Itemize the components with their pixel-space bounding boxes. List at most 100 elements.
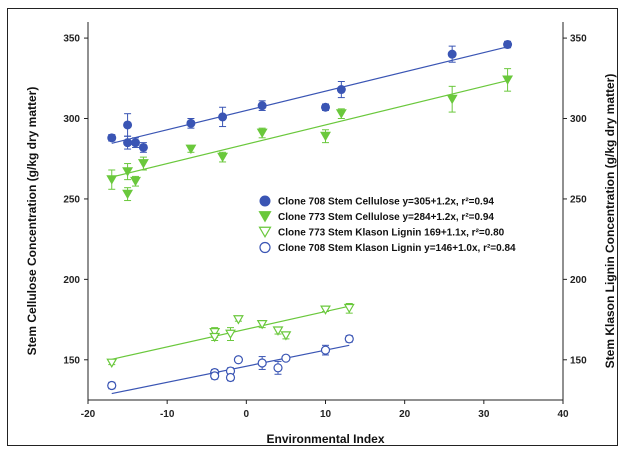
data-point [217, 151, 229, 163]
x-tick-label: 40 [557, 409, 569, 420]
marker-circle-filled [186, 118, 196, 128]
data-point [272, 326, 284, 336]
y-tick-label-left: 350 [63, 34, 80, 45]
data-point [225, 372, 236, 383]
data-point [123, 135, 133, 150]
regression-line [111, 79, 508, 178]
data-point [107, 133, 117, 143]
marker-circle-filled [131, 138, 140, 148]
marker-triangle-filled [217, 152, 229, 163]
x-tick-label: -20 [81, 409, 96, 420]
y-tick-label-right: 150 [570, 355, 587, 366]
data-point [225, 327, 236, 341]
marker-triangle-filled [335, 109, 347, 119]
marker-triangle-open [225, 329, 236, 340]
x-tick-label: -10 [160, 409, 175, 420]
marker-triangle-open [272, 326, 284, 336]
y-tick-label-right: 200 [570, 275, 587, 286]
marker-triangle-open [280, 331, 292, 341]
y-axis-label-right: Stem Klason Lignin Concentration (g/kg d… [603, 74, 617, 369]
data-point [122, 163, 134, 181]
data-point [138, 142, 148, 153]
data-point [281, 353, 291, 363]
data-point [106, 358, 118, 369]
y-tick-label-left: 200 [63, 275, 80, 286]
data-point [123, 113, 133, 137]
marker-triangle-filled [446, 94, 458, 105]
marker-triangle-filled [137, 159, 149, 169]
marker-triangle-filled [502, 75, 514, 85]
data-point [344, 334, 354, 344]
marker-circle-filled [123, 138, 133, 148]
data-point [335, 108, 347, 120]
marker-triangle-open [320, 305, 331, 315]
data-point [503, 40, 513, 50]
marker-circle-filled [138, 142, 148, 152]
data-point [106, 169, 118, 190]
data-point [210, 371, 220, 381]
y-tick-label-left: 250 [63, 194, 80, 205]
data-point [446, 85, 458, 113]
marker-circle-filled [218, 112, 228, 122]
data-point [218, 106, 228, 128]
data-point [343, 302, 355, 314]
marker-circle-filled [123, 120, 133, 130]
marker-circle-filled [336, 85, 346, 95]
data-point [257, 356, 267, 370]
legend-entry-label: Clone 708 Stem Cellulose y=305+1.2x, r²=… [278, 197, 494, 208]
data-point [130, 175, 141, 187]
marker-triangle-open [106, 358, 118, 369]
marker-triangle-filled [130, 176, 141, 187]
marker-circle-filled [503, 40, 513, 50]
y-axis-label-left: Stem Cellulose Concentration (g/kg dry m… [25, 87, 39, 356]
marker-triangle-filled [106, 175, 118, 185]
marker-triangle-filled [320, 131, 331, 142]
marker-circle-filled [107, 133, 117, 143]
marker-circle-filled [447, 49, 457, 59]
x-tick-label: 0 [244, 409, 250, 420]
data-point [320, 305, 331, 315]
marker-triangle-open [258, 226, 272, 238]
marker-circle-open [259, 241, 271, 254]
marker-triangle-open [232, 315, 244, 325]
y-tick-label-right: 350 [570, 34, 587, 45]
regression-line [111, 46, 508, 144]
data-point [447, 45, 457, 63]
data-point [137, 156, 149, 171]
marker-circle-filled [257, 101, 267, 111]
data-point [320, 344, 331, 356]
data-points [106, 40, 514, 391]
data-point [320, 129, 331, 144]
data-point [336, 81, 346, 99]
data-point [256, 127, 268, 139]
legend-entry-label: Clone 708 Stem Klason Lignin y=146+1.0x,… [278, 243, 516, 254]
data-point [257, 100, 267, 111]
data-point [321, 102, 330, 112]
data-point [131, 137, 140, 148]
marker-circle-open [344, 334, 354, 344]
marker-circle-open [225, 372, 236, 383]
marker-circle-filled [259, 195, 271, 207]
y-tick-label-left: 150 [63, 355, 80, 366]
x-tick-label: 10 [320, 409, 332, 420]
data-point [107, 380, 117, 391]
marker-circle-open [107, 380, 117, 391]
data-point [273, 360, 283, 375]
x-tick-label: 20 [399, 409, 411, 420]
data-point [502, 68, 514, 92]
data-point [186, 118, 196, 129]
legend: Clone 708 Stem Cellulose y=305+1.2x, r²=… [258, 195, 516, 254]
marker-circle-open [257, 358, 267, 368]
marker-triangle-filled [185, 144, 197, 155]
data-point [256, 320, 268, 330]
data-point [225, 366, 236, 376]
data-point [232, 315, 244, 325]
data-point [280, 331, 292, 341]
marker-triangle-open [256, 320, 268, 330]
y-tick-label-right: 300 [570, 114, 587, 125]
marker-circle-open [320, 345, 331, 355]
data-point [209, 332, 221, 343]
marker-circle-open [273, 363, 283, 373]
marker-triangle-filled [122, 167, 134, 177]
